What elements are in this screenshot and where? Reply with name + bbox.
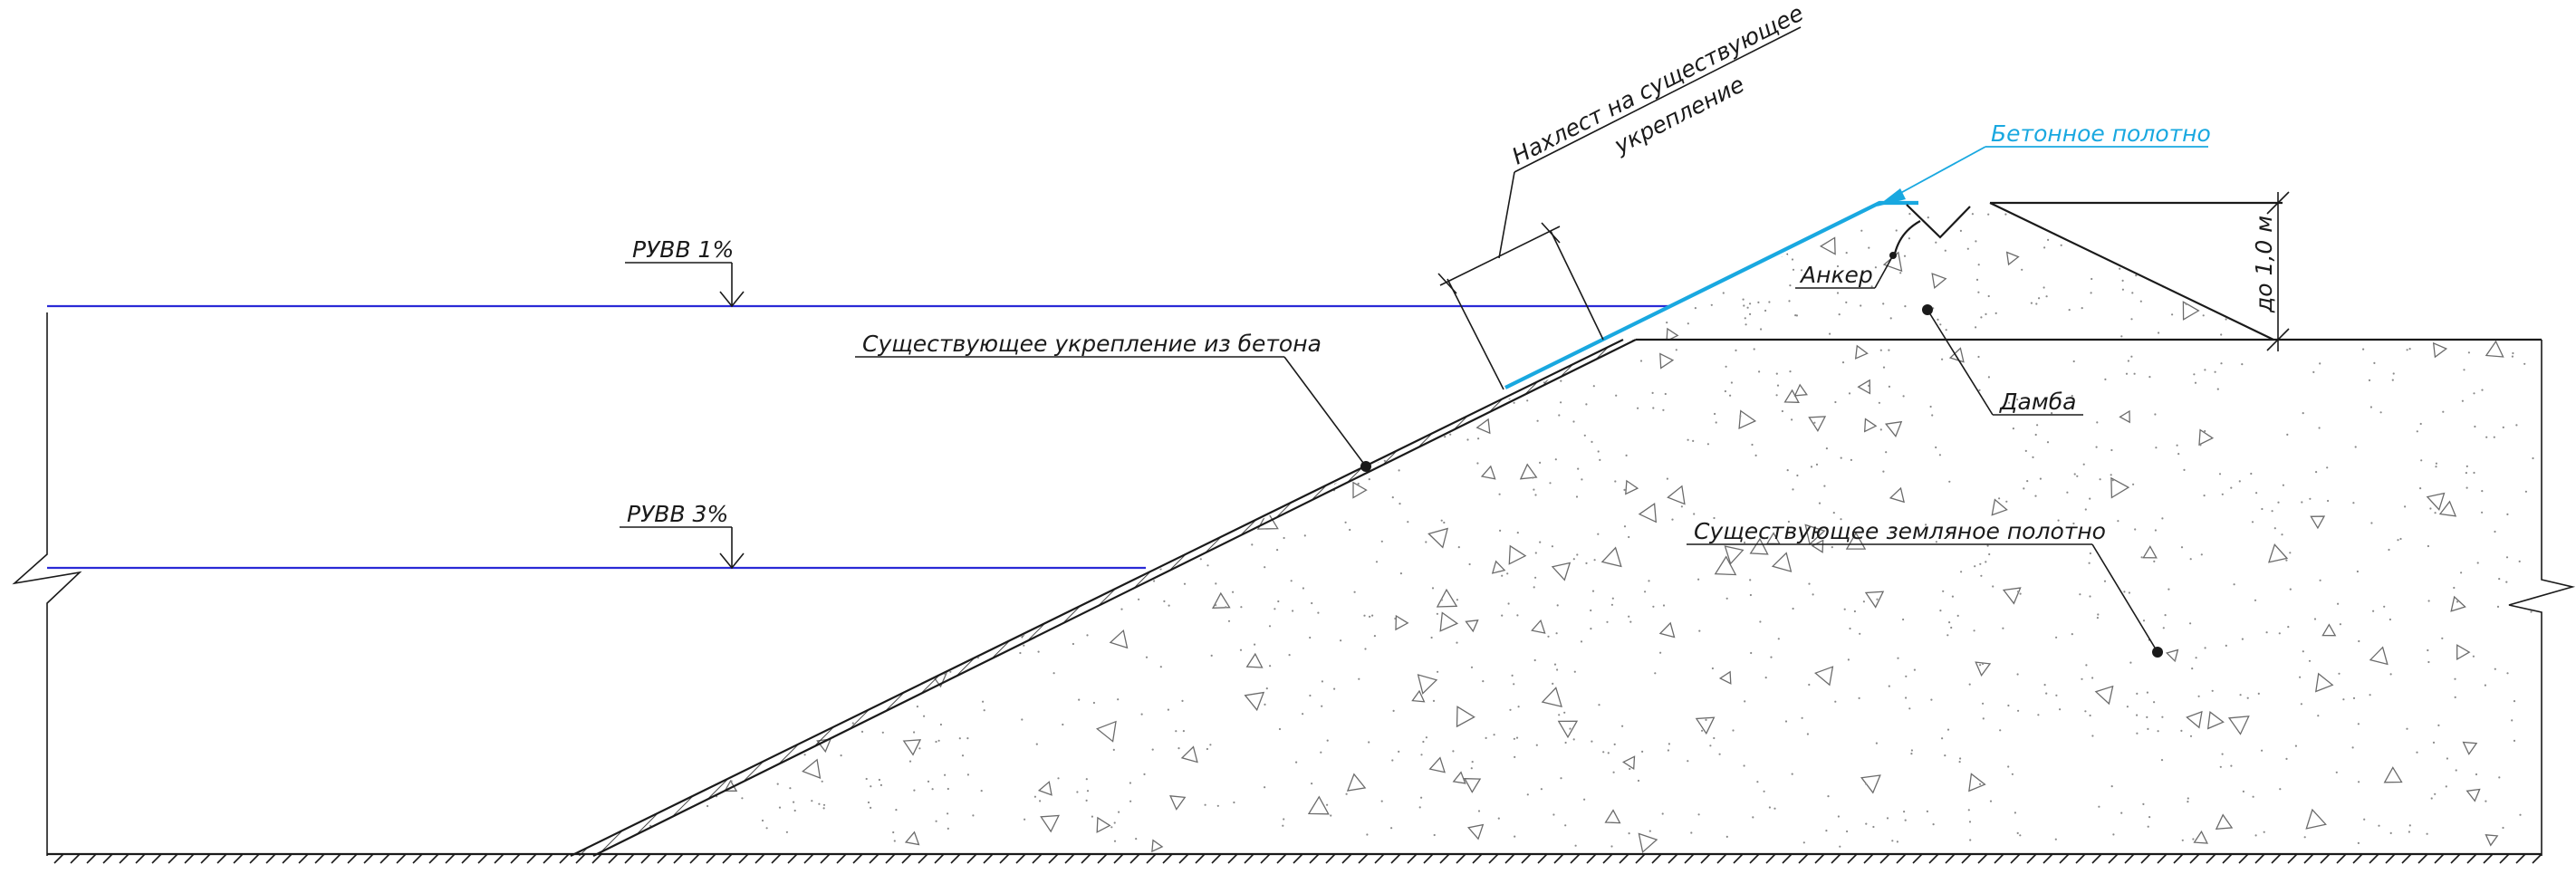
existing-concrete-callout: Существующее укрепление из бетона [855,331,1371,472]
water-level-3-marker: РУВВ 3% [620,501,745,570]
concrete-canvas-line [1504,200,1918,389]
anchor-icon [1889,204,1971,259]
concrete-canvas-label: Бетонное полотно [1991,120,2211,147]
dam-fill [1642,203,2262,340]
height-dimension: до 1,0 м [2251,191,2290,351]
existing-embankment-callout: Существующее земляное полотно [1687,518,2163,658]
water-level-1-marker: РУВВ 1% [625,236,745,308]
ground-hatch [53,853,2542,864]
dam-outline [1989,201,2283,341]
overlap-label-line1: Нахлест на существующее [1508,0,1808,169]
anchor-callout: Анкер [1795,255,1894,289]
existing-concrete-label: Существующее укрепление из бетона [862,331,1322,357]
right-boundary [2508,340,2576,856]
water-level-3-label: РУВВ 3% [627,501,728,527]
left-boundary [12,312,82,856]
embankment-fill [572,340,2534,854]
water-level-1-label: РУВВ 1% [632,236,734,263]
dam-label: Дамба [1999,389,2076,415]
concrete-canvas-callout: Бетонное полотно [1877,120,2211,206]
height-dimension-label: до 1,0 м [2251,216,2277,313]
anchor-label: Анкер [1799,262,1873,288]
dam-callout: Дамба [1922,304,2083,416]
existing-embankment-label: Существующее земляное полотно [1694,518,2106,544]
ground-baseline [47,852,2542,864]
